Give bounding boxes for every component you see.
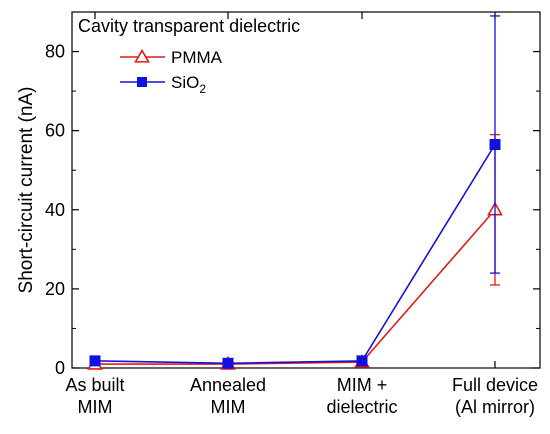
legend-label-subscript: 2 (199, 82, 206, 96)
x-category-label: MIM (78, 397, 113, 417)
legend-title: Cavity transparent dielectric (78, 16, 300, 36)
legend-entry-pmma: PMMA (120, 48, 223, 67)
y-tick-label: 60 (45, 121, 65, 141)
legend-label-main: PMMA (171, 48, 223, 67)
x-category-label: (Al mirror) (455, 397, 535, 417)
legend-label: PMMA (171, 48, 223, 67)
series-sio2 (89, 15, 501, 369)
y-tick-label: 0 (55, 358, 65, 378)
data-point (89, 355, 101, 367)
y-tick-label: 80 (45, 42, 65, 62)
series-pmma (87, 133, 503, 370)
y-tick-label: 40 (45, 200, 65, 220)
x-category-label: MIM (211, 397, 246, 417)
x-category-label: As built (65, 375, 124, 395)
plot-frame (71, 11, 541, 369)
x-category-label: dielectric (326, 397, 397, 417)
legend-label-main: SiO (171, 73, 199, 92)
legend: Cavity transparent dielectric PMMA SiO2 (78, 16, 300, 96)
data-point (222, 357, 234, 369)
legend-marker (134, 48, 150, 63)
legend-marker (137, 77, 147, 87)
y-axis-title: Short-circuit current (nA) (16, 87, 37, 294)
data-point (489, 139, 501, 151)
series-line (94, 144, 496, 365)
x-category-label: Full device (452, 375, 538, 395)
y-tick-label: 20 (45, 279, 65, 299)
legend-entry-sio2: SiO2 (120, 73, 206, 96)
x-category-label: Annealed (190, 375, 266, 395)
data-point (356, 355, 368, 367)
y-axis: 0 20 40 60 80 (45, 42, 540, 378)
series-line (95, 209, 496, 365)
legend-label: SiO2 (171, 73, 206, 96)
series-layer (87, 15, 503, 370)
x-category-label: MIM + (337, 375, 388, 395)
